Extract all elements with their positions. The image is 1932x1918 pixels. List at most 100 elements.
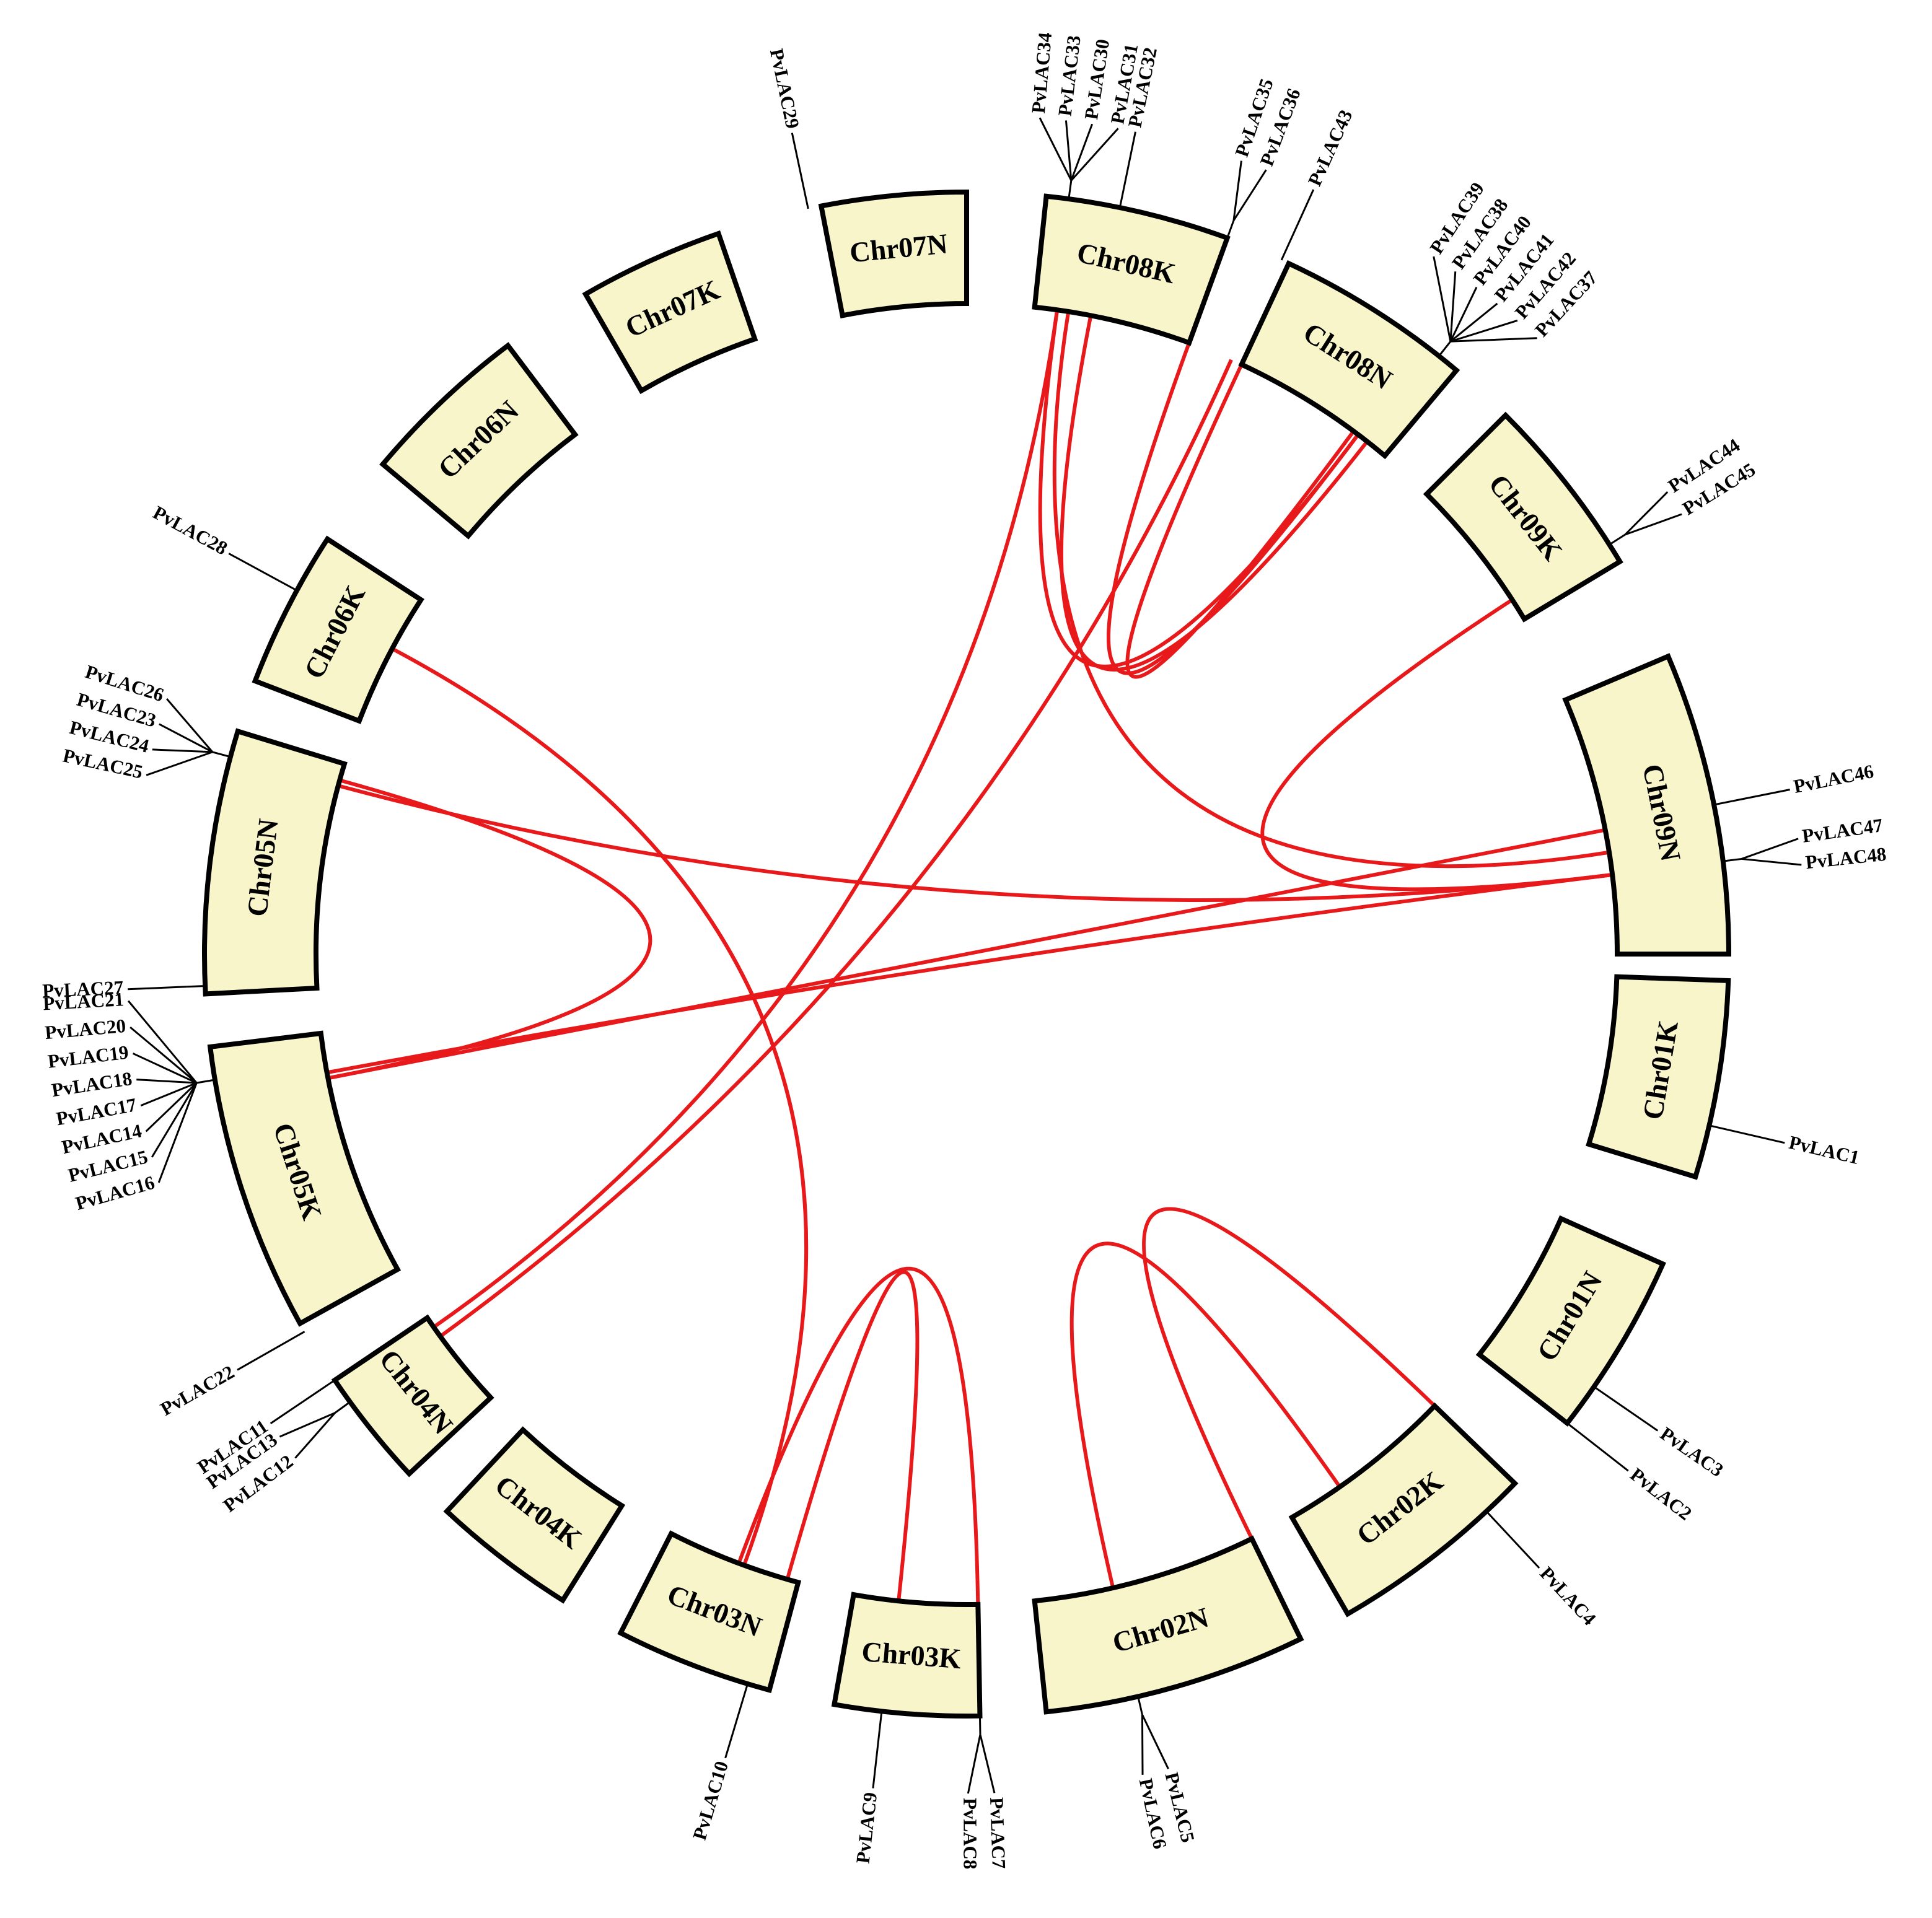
gene-tick — [879, 1711, 883, 1730]
gene-line — [157, 1082, 198, 1183]
gene-line — [151, 1082, 198, 1158]
gene-line — [1625, 513, 1682, 536]
link — [737, 1266, 980, 1605]
gene-line — [979, 1734, 996, 1793]
gene-tick — [1485, 1510, 1500, 1526]
chromosome-box — [207, 1030, 402, 1327]
gene-tick — [212, 751, 231, 758]
gene-line — [1741, 838, 1799, 860]
gene-line — [1070, 128, 1119, 182]
chromosome-box — [1032, 1535, 1304, 1715]
gene-line — [1288, 189, 1315, 244]
chromosome-box — [202, 728, 348, 997]
gene-tick — [1713, 800, 1732, 806]
gene-line — [1449, 286, 1478, 342]
gene-line — [294, 1412, 336, 1459]
gene-line — [237, 1339, 289, 1371]
chromosome-box — [582, 230, 758, 395]
gene-line — [1727, 1128, 1785, 1144]
gene-tick — [1593, 1386, 1610, 1398]
gene-line — [152, 748, 213, 753]
link — [1060, 315, 1369, 672]
gene-line — [1122, 131, 1136, 190]
gene-line — [1498, 1524, 1540, 1569]
chromosome-box — [1586, 974, 1731, 1180]
gene-tick — [741, 1683, 749, 1702]
gene-line — [270, 1390, 320, 1424]
gene-line — [228, 553, 281, 583]
link — [1125, 364, 1355, 679]
gene-tick — [196, 1079, 216, 1084]
gene-line — [1624, 491, 1669, 536]
chromosome-label: Chr03K — [861, 1636, 963, 1675]
gene-line — [1609, 1396, 1659, 1432]
gene-line — [872, 1729, 881, 1789]
link — [785, 1270, 920, 1601]
gene-line — [1450, 319, 1518, 343]
gene-tick — [1609, 533, 1626, 546]
chromosome-box — [831, 1592, 983, 1719]
gene-tick — [1280, 242, 1290, 261]
link — [327, 873, 1613, 1075]
link — [1069, 1241, 1341, 1588]
gene-line — [128, 986, 187, 991]
gene-line — [1141, 1714, 1169, 1769]
gene-line — [1449, 302, 1498, 343]
gene-line — [1450, 337, 1537, 343]
gene-label: PvLAC27 — [42, 976, 124, 1001]
gene-line — [791, 133, 806, 191]
gene-line — [127, 1000, 198, 1084]
gene-line — [1038, 117, 1073, 182]
chromosome-box — [443, 1426, 626, 1604]
chromosome-box — [818, 189, 969, 318]
links — [327, 309, 1613, 1605]
gene-line — [146, 751, 213, 776]
gene-tick — [1226, 220, 1235, 239]
link — [1260, 598, 1613, 891]
gene-tick — [334, 1401, 351, 1414]
link — [1106, 342, 1360, 675]
link — [327, 778, 652, 1080]
gene-tick — [803, 190, 809, 209]
gene-line — [724, 1701, 744, 1759]
gene-line — [279, 1412, 336, 1438]
chromosome-box — [1032, 193, 1231, 346]
chromosome-box — [252, 535, 424, 724]
gene-line — [145, 1082, 198, 1132]
gene-line — [1141, 1714, 1144, 1775]
chromosome-box — [331, 1314, 494, 1478]
gene-tick — [1723, 857, 1742, 862]
gene-line — [967, 1734, 981, 1794]
gene-tick — [279, 580, 297, 592]
chromosome-box — [617, 1530, 802, 1693]
gene-label: PvLAC21 — [42, 988, 125, 1014]
chromosome-box — [1475, 1215, 1666, 1427]
gene-tick — [318, 1379, 336, 1391]
link — [433, 309, 1060, 1329]
gene-line — [132, 1053, 197, 1084]
chromosome-box — [1288, 1402, 1519, 1618]
gene-tick — [1118, 189, 1125, 208]
link — [439, 359, 1233, 1338]
gene-tick — [1709, 1124, 1728, 1131]
gene-line — [166, 698, 214, 753]
gene-line — [1070, 123, 1094, 181]
chromosome-box — [1562, 653, 1732, 957]
gene-tick — [1438, 341, 1452, 357]
gene-tick — [288, 1331, 305, 1342]
link — [327, 828, 1606, 1080]
gene-line — [1741, 857, 1802, 866]
gene-tick — [1566, 1422, 1583, 1435]
link — [1052, 311, 1610, 869]
gene-tick — [1068, 180, 1073, 199]
link — [391, 647, 809, 1566]
gene-line — [1433, 256, 1452, 342]
chromosome-box — [1423, 411, 1623, 623]
gene-label: PvLAC8 — [959, 1798, 981, 1869]
gene-line — [136, 1079, 197, 1084]
gene-line — [1232, 169, 1267, 221]
gene-label: PvLAC7 — [986, 1797, 1010, 1869]
